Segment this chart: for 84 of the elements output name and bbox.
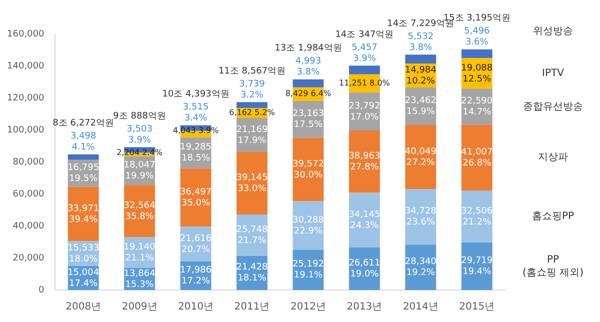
- y-tick-label: 60,000: [12, 189, 44, 200]
- bar: [405, 54, 436, 64]
- y-tick-label: 140,000: [7, 61, 44, 72]
- bar: [461, 49, 492, 58]
- x-tick-label: 2011년: [234, 302, 270, 313]
- total-label: 13조 1,984억원: [274, 44, 342, 54]
- data-label: 5,457 3.9%: [352, 42, 378, 64]
- data-label: 5,496 3.6%: [464, 26, 490, 48]
- data-label: 33,971 39.4%: [68, 204, 100, 225]
- text: 위성방송: [533, 26, 573, 37]
- data-label: 4,993 3.8%: [295, 56, 322, 78]
- data-label: 22,590 14.7%: [461, 96, 493, 118]
- total-label: 8조 6,272억원: [52, 118, 114, 129]
- data-label: 15,533 18.0%: [68, 243, 100, 264]
- total-label: 9조 888억원: [113, 111, 166, 122]
- data-label: 30,288 22.9%: [292, 215, 324, 236]
- data-label: 4,043 3.9%: [172, 126, 220, 135]
- data-label: 3,498 4.1%: [70, 132, 96, 153]
- data-label: 15,004 17.4%: [68, 268, 100, 289]
- data-label: 29,719 19.4%: [461, 256, 493, 278]
- y-tick-label: 100,000: [7, 125, 44, 136]
- bar: [292, 79, 324, 88]
- data-label: 14,984 10.2%: [404, 65, 437, 86]
- data-label: 34,728 23.6%: [404, 206, 437, 228]
- y-tick-label: 40,000: [12, 221, 44, 232]
- data-label: 2,204 2.4%: [116, 148, 163, 157]
- x-tick-label: 2015년: [459, 302, 495, 313]
- data-label: 3,503 3.9%: [126, 124, 152, 146]
- y-tick-label: 20,000: [12, 253, 44, 264]
- total-label: 14조 347억원: [335, 30, 394, 40]
- y-tick-label: 160,000: [7, 29, 44, 40]
- data-label: 13,864 15.3%: [124, 268, 156, 290]
- data-label: 28,340 19.2%: [404, 257, 437, 278]
- data-label: 32,506 21.2%: [461, 206, 493, 228]
- data-label: 25,192 19.1%: [292, 260, 324, 281]
- bar: [68, 154, 99, 160]
- bar: [236, 102, 268, 108]
- data-label: 19,285 18.5%: [180, 142, 212, 164]
- bar: [348, 130, 380, 193]
- x-tick-label: 2013년: [346, 302, 382, 313]
- data-label: 23,792 17.0%: [348, 101, 380, 122]
- data-label: 3,515 3.4%: [182, 102, 209, 124]
- bar: [236, 152, 268, 215]
- data-label: 26,611 19.0%: [348, 258, 380, 280]
- data-label: 25,748 21.7%: [236, 224, 268, 246]
- data-label: 23,462 15.9%: [404, 96, 436, 118]
- data-label: 5,532 3.8%: [408, 32, 434, 53]
- bar: [405, 125, 436, 190]
- total-label: 10조 4,393억원: [162, 90, 230, 100]
- text: IPTV: [542, 68, 564, 80]
- data-label: 39,145 33.0%: [236, 173, 268, 194]
- x-tick-label: 2012년: [290, 302, 326, 313]
- data-label: 23,163 17.5%: [292, 109, 324, 130]
- data-label: 19,140 21.1%: [124, 242, 156, 264]
- data-label: 21,616 20.7%: [180, 234, 212, 255]
- data-label: 16,795 19.5%: [68, 163, 100, 184]
- data-label: 41,007 26.8%: [461, 147, 493, 168]
- data-label: 19,088 12.5%: [461, 63, 493, 84]
- data-label: 32,564 35.8%: [124, 200, 156, 222]
- y-tick-label: 0: [38, 285, 44, 296]
- data-label: 34,145 24.3%: [348, 210, 380, 231]
- data-label: 21,428 18.1%: [236, 262, 268, 284]
- bar: [348, 66, 380, 74]
- bar: [461, 124, 492, 190]
- text: 지상파: [538, 152, 568, 164]
- total-label: 11조 8,567억원: [218, 66, 286, 77]
- data-label: 17,986 17.2%: [180, 265, 212, 286]
- total-label: 14조 7,229억원: [387, 18, 454, 29]
- text: 홈쇼핑PP: [532, 211, 574, 222]
- data-label: 38,963 27.8%: [348, 151, 380, 172]
- y-tick-label: 120,000: [7, 93, 44, 104]
- data-label: 39,572 30.0%: [292, 159, 324, 180]
- text: 종합유선방송: [523, 101, 583, 112]
- data-label: 18,047 19.9%: [124, 160, 156, 182]
- data-label: 36,497 35.0%: [180, 187, 212, 208]
- x-tick-label: 2014년: [402, 302, 438, 313]
- text: PP (홈쇼핑 제외): [522, 254, 584, 278]
- data-label: 21,169 17.9%: [236, 124, 268, 146]
- data-label: 3,739 3.2%: [239, 80, 266, 101]
- x-tick-label: 2009년: [122, 302, 158, 313]
- x-tick-label: 2010년: [178, 302, 214, 313]
- data-label: 40,049 27.2%: [404, 146, 437, 168]
- y-tick-label: 80,000: [12, 157, 44, 168]
- x-tick-label: 2008년: [66, 302, 102, 313]
